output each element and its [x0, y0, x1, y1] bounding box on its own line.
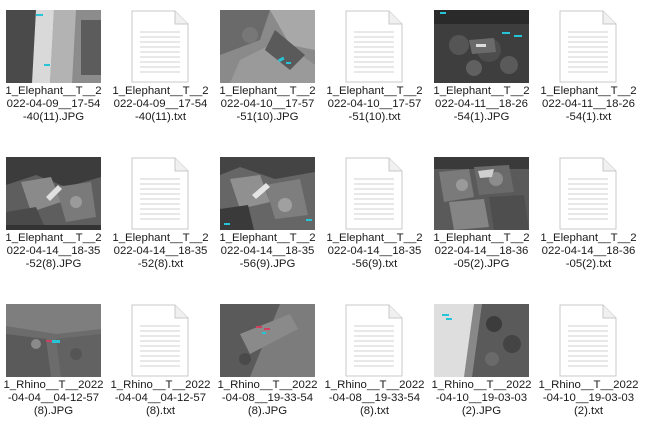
file-item[interactable]: 1_Rhino__T__2022 -04-04__04-12-57 (8).tx… — [107, 304, 214, 444]
jpg-thumbnail-icon — [6, 10, 101, 83]
file-item[interactable]: 1_Elephant__T__2 022-04-11__18-26 -54(1)… — [428, 10, 535, 150]
txt-document-icon — [559, 10, 617, 83]
file-item[interactable]: 1_Elephant__T__2 022-04-14__18-36 -05(2)… — [535, 157, 642, 297]
file-name: 1_Elephant__T__2 022-04-14__18-36 -05(2)… — [540, 232, 637, 270]
thumbnail[interactable] — [107, 10, 214, 90]
file-name: 1_Elephant__T__2 022-04-14__18-35 -56(9)… — [219, 232, 316, 270]
file-name: 1_Elephant__T__2 022-04-14__18-35 -52(8)… — [5, 232, 102, 270]
thumbnail[interactable] — [107, 157, 214, 237]
file-name: 1_Rhino__T__2022 -04-10__19-03-03 (2).tx… — [538, 379, 639, 417]
txt-document-icon — [559, 157, 617, 230]
jpg-thumbnail-icon — [434, 157, 529, 230]
file-name: 1_Elephant__T__2 022-04-09__17-54 -40(11… — [112, 85, 209, 123]
file-name: 1_Rhino__T__2022 -04-10__19-03-03 (2).JP… — [431, 379, 532, 417]
file-name: 1_Rhino__T__2022 -04-04__04-12-57 (8).JP… — [3, 379, 104, 417]
thumbnail[interactable] — [535, 10, 642, 90]
jpg-thumbnail-icon — [434, 304, 529, 377]
thumbnail[interactable] — [321, 10, 428, 90]
thumbnail[interactable] — [535, 157, 642, 237]
jpg-thumbnail-icon — [220, 10, 315, 83]
jpg-thumbnail-icon — [220, 157, 315, 230]
txt-document-icon — [345, 157, 403, 230]
file-item[interactable]: 1_Elephant__T__2 022-04-14__18-35 -56(9)… — [321, 157, 428, 297]
thumbnail[interactable] — [321, 304, 428, 384]
thumbnail[interactable] — [321, 157, 428, 237]
file-name: 1_Rhino__T__2022 -04-08__19-33-54 (8).JP… — [217, 379, 318, 417]
file-name: 1_Elephant__T__2 022-04-11__18-26 -54(1)… — [433, 85, 530, 123]
txt-document-icon — [131, 304, 189, 377]
file-item[interactable]: 1_Rhino__T__2022 -04-08__19-33-54 (8).tx… — [321, 304, 428, 444]
file-name: 1_Elephant__T__2 022-04-14__18-35 -52(8)… — [112, 232, 209, 270]
thumbnail[interactable] — [0, 157, 107, 237]
jpg-thumbnail-icon — [6, 157, 101, 230]
file-item[interactable]: 1_Elephant__T__2 022-04-09__17-54 -40(11… — [0, 10, 107, 150]
file-item[interactable]: 1_Elephant__T__2 022-04-11__18-26 -54(1)… — [535, 10, 642, 150]
file-name: 1_Rhino__T__2022 -04-08__19-33-54 (8).tx… — [324, 379, 425, 417]
file-name: 1_Elephant__T__2 022-04-14__18-36 -05(2)… — [433, 232, 530, 270]
file-name: 1_Elephant__T__2 022-04-14__18-35 -56(9)… — [326, 232, 423, 270]
thumbnail[interactable] — [107, 304, 214, 384]
file-item[interactable]: 1_Elephant__T__2 022-04-10__17-57 -51(10… — [321, 10, 428, 150]
file-name: 1_Rhino__T__2022 -04-04__04-12-57 (8).tx… — [110, 379, 211, 417]
file-item[interactable]: 1_Elephant__T__2 022-04-10__17-57 -51(10… — [214, 10, 321, 150]
file-item[interactable]: 1_Rhino__T__2022 -04-08__19-33-54 (8).JP… — [214, 304, 321, 444]
thumbnail[interactable] — [535, 304, 642, 384]
file-item[interactable]: 1_Rhino__T__2022 -04-10__19-03-03 (2).tx… — [535, 304, 642, 444]
txt-document-icon — [131, 157, 189, 230]
txt-document-icon — [559, 304, 617, 377]
file-grid: 1_Elephant__T__2 022-04-09__17-54 -40(11… — [0, 10, 642, 417]
jpg-thumbnail-icon — [434, 10, 529, 83]
thumbnail[interactable] — [428, 304, 535, 384]
file-item[interactable]: 1_Elephant__T__2 022-04-09__17-54 -40(11… — [107, 10, 214, 150]
file-item[interactable]: 1_Rhino__T__2022 -04-10__19-03-03 (2).JP… — [428, 304, 535, 444]
jpg-thumbnail-icon — [220, 304, 315, 377]
thumbnail[interactable] — [0, 304, 107, 384]
txt-document-icon — [345, 304, 403, 377]
thumbnail[interactable] — [0, 10, 107, 90]
file-item[interactable]: 1_Elephant__T__2 022-04-14__18-35 -52(8)… — [107, 157, 214, 297]
thumbnail[interactable] — [428, 10, 535, 90]
jpg-thumbnail-icon — [6, 304, 101, 377]
file-item[interactable]: 1_Elephant__T__2 022-04-14__18-35 -52(8)… — [0, 157, 107, 297]
thumbnail[interactable] — [428, 157, 535, 237]
file-name: 1_Elephant__T__2 022-04-10__17-57 -51(10… — [326, 85, 423, 123]
file-item[interactable]: 1_Elephant__T__2 022-04-14__18-36 -05(2)… — [428, 157, 535, 297]
file-name: 1_Elephant__T__2 022-04-09__17-54 -40(11… — [5, 85, 102, 123]
txt-document-icon — [131, 10, 189, 83]
txt-document-icon — [345, 10, 403, 83]
thumbnail[interactable] — [214, 10, 321, 90]
file-name: 1_Elephant__T__2 022-04-11__18-26 -54(1)… — [540, 85, 637, 123]
file-item[interactable]: 1_Rhino__T__2022 -04-04__04-12-57 (8).JP… — [0, 304, 107, 444]
thumbnail[interactable] — [214, 304, 321, 384]
thumbnail[interactable] — [214, 157, 321, 237]
file-item[interactable]: 1_Elephant__T__2 022-04-14__18-35 -56(9)… — [214, 157, 321, 297]
file-name: 1_Elephant__T__2 022-04-10__17-57 -51(10… — [219, 85, 316, 123]
